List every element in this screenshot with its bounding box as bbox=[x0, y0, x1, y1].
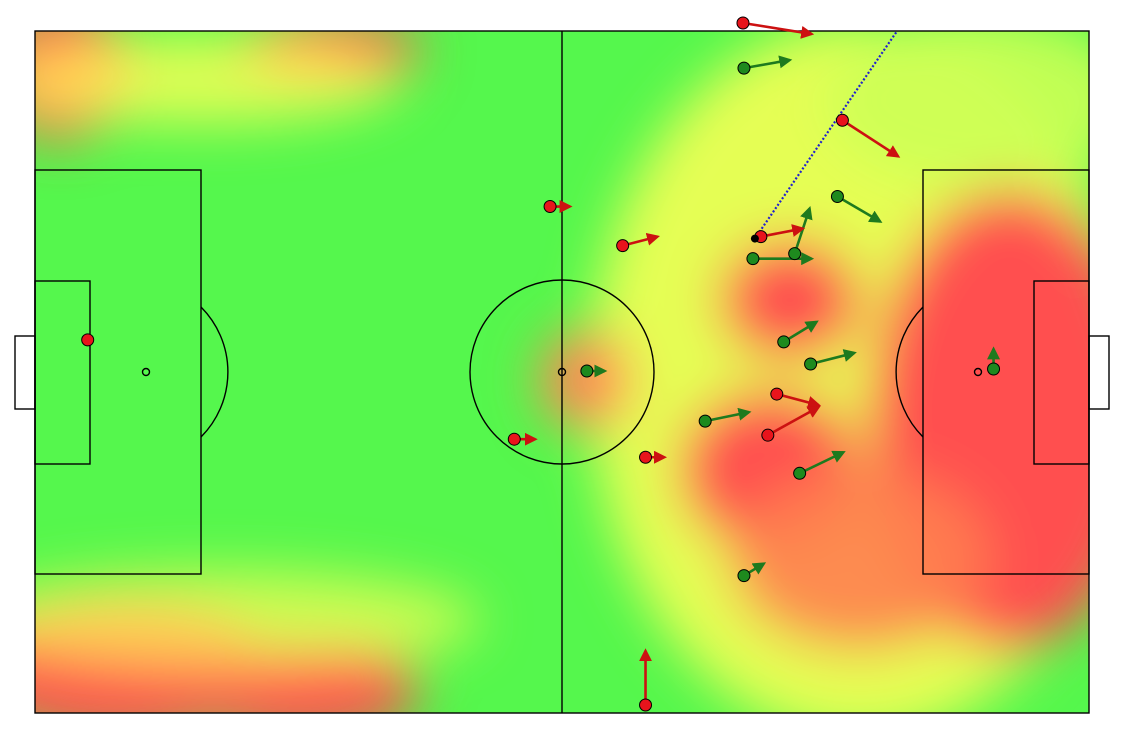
green-player-marker bbox=[737, 61, 751, 75]
ball-path-line bbox=[753, 30, 899, 240]
green-player-marker bbox=[830, 189, 844, 203]
green-player-marker bbox=[698, 414, 712, 428]
red-player-velocity-arrow bbox=[841, 119, 901, 158]
green-player-velocity-arrow bbox=[810, 349, 857, 366]
right-goal bbox=[1088, 335, 1110, 410]
red-player-velocity-arrow bbox=[742, 21, 815, 39]
red-player-marker bbox=[770, 387, 784, 401]
right-penalty-arc bbox=[895, 306, 924, 438]
red-player-marker bbox=[616, 239, 630, 253]
red-player-velocity-arrow bbox=[760, 224, 806, 238]
ball-path-layer bbox=[753, 30, 899, 240]
green-player-marker bbox=[788, 247, 802, 261]
left-penalty-arc bbox=[200, 306, 229, 438]
red-player-marker bbox=[761, 428, 775, 442]
red-player-marker bbox=[543, 200, 557, 214]
pitch-markings bbox=[14, 30, 1110, 714]
red-player-marker bbox=[639, 698, 653, 712]
red-player-velocity-arrow bbox=[776, 392, 822, 409]
green-player-velocity-arrow bbox=[743, 55, 793, 70]
green-player-marker bbox=[777, 335, 791, 349]
green-player-velocity-arrow bbox=[704, 407, 752, 423]
red-player-velocity-arrow bbox=[767, 405, 821, 437]
red-player-marker bbox=[639, 450, 653, 464]
red-player-marker bbox=[507, 432, 521, 446]
right-penalty-spot bbox=[973, 367, 983, 377]
green-player-marker bbox=[580, 364, 594, 378]
left-penalty-spot bbox=[141, 367, 151, 377]
red-player-marker bbox=[81, 333, 95, 347]
green-player-velocity-arrow bbox=[799, 450, 846, 475]
green-player-marker bbox=[987, 362, 1001, 376]
centre-circle bbox=[469, 279, 655, 465]
ball-marker bbox=[750, 234, 759, 243]
centre-spot bbox=[557, 367, 567, 377]
green-player-marker bbox=[746, 252, 760, 266]
left-goal bbox=[14, 335, 36, 410]
red-player-marker bbox=[835, 113, 849, 127]
red-player-marker bbox=[736, 16, 750, 30]
green-player-marker bbox=[793, 466, 807, 480]
green-player-velocity-arrow bbox=[836, 195, 883, 223]
green-player-marker bbox=[737, 569, 751, 583]
players-layer bbox=[81, 16, 1001, 712]
green-player-marker bbox=[804, 357, 818, 371]
